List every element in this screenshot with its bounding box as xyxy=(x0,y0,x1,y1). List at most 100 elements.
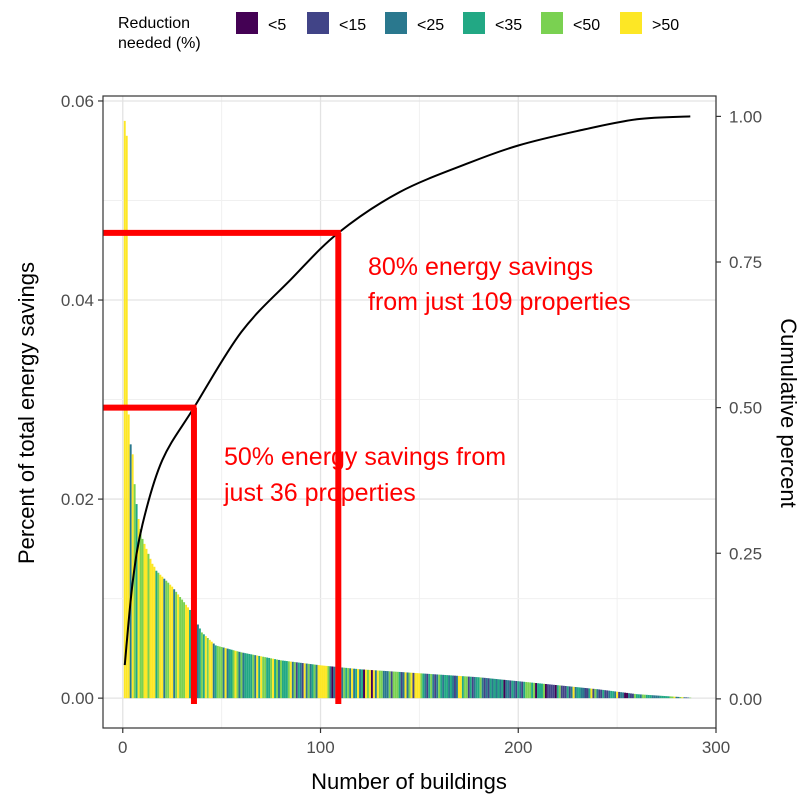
bar xyxy=(206,637,209,699)
bar xyxy=(157,572,160,699)
bar xyxy=(461,676,464,699)
annotations: 80% energy savings from just 109 propert… xyxy=(223,253,631,507)
bar xyxy=(240,652,243,699)
bar xyxy=(440,674,443,699)
bar xyxy=(426,673,429,699)
bar xyxy=(189,609,191,699)
bar xyxy=(303,663,306,699)
bar xyxy=(659,695,662,699)
bar xyxy=(663,696,666,699)
bar xyxy=(655,695,658,699)
bar xyxy=(612,691,615,699)
y-axis-title: Percent of total energy savings xyxy=(14,262,39,564)
bar xyxy=(408,672,411,699)
bar xyxy=(450,675,452,699)
bar xyxy=(254,655,257,699)
bar xyxy=(608,690,611,699)
bar xyxy=(129,444,132,699)
plot-panel xyxy=(103,96,716,728)
bar xyxy=(177,594,180,699)
bar xyxy=(687,697,690,699)
bar xyxy=(250,654,253,699)
bar xyxy=(169,584,172,699)
bar xyxy=(418,673,421,699)
bar xyxy=(424,673,427,699)
bar xyxy=(214,645,217,699)
bar xyxy=(459,676,462,699)
bar xyxy=(618,691,621,699)
bar xyxy=(248,653,251,699)
bar xyxy=(202,634,205,699)
bar xyxy=(212,643,215,699)
y-tick-label: 0.06 xyxy=(61,92,94,111)
bar xyxy=(378,670,381,699)
bar xyxy=(208,639,211,699)
bar xyxy=(137,518,140,699)
bar xyxy=(283,660,286,699)
bar xyxy=(224,648,227,699)
bar xyxy=(578,687,581,699)
bar xyxy=(631,693,634,699)
bar xyxy=(501,679,504,699)
bar xyxy=(430,674,433,699)
bar xyxy=(341,667,344,699)
bar xyxy=(566,686,569,699)
bar xyxy=(541,683,543,699)
bar xyxy=(588,688,591,699)
bar xyxy=(610,690,613,699)
bar xyxy=(331,666,334,699)
y-axis-left: 0.00 0.02 0.04 0.06 xyxy=(61,92,103,708)
bar xyxy=(572,686,575,699)
bar xyxy=(139,528,142,699)
bar xyxy=(388,671,391,699)
bar xyxy=(452,675,454,699)
bar xyxy=(454,675,456,699)
bar xyxy=(299,662,302,699)
bar xyxy=(183,602,186,699)
bar xyxy=(463,676,466,699)
bar xyxy=(489,678,492,699)
bar xyxy=(147,553,150,699)
bar xyxy=(562,685,565,699)
bar xyxy=(614,691,617,699)
y-axis-right: 0.00 0.25 0.50 0.75 1.00 xyxy=(716,107,762,709)
bar xyxy=(349,668,352,699)
bar xyxy=(647,694,650,699)
bar xyxy=(301,663,304,699)
bar xyxy=(596,689,599,699)
bar xyxy=(262,656,265,699)
bar xyxy=(677,696,680,699)
x-tick-label: 200 xyxy=(504,738,532,757)
bar xyxy=(234,650,237,699)
bar xyxy=(412,672,415,699)
bar xyxy=(345,667,348,699)
bar xyxy=(622,692,625,699)
bar xyxy=(416,673,419,699)
bar xyxy=(444,674,447,699)
bar xyxy=(537,683,540,699)
legend-label: <5 xyxy=(268,17,286,34)
bar xyxy=(594,688,597,699)
bar xyxy=(475,677,478,699)
bar xyxy=(556,685,559,699)
bar xyxy=(626,692,628,699)
bar xyxy=(145,548,148,699)
bar xyxy=(685,697,688,699)
y2-axis-title: Cumulative percent xyxy=(776,318,801,508)
bar xyxy=(592,688,595,699)
bar xyxy=(196,624,199,699)
bar xyxy=(519,681,522,699)
bar xyxy=(327,666,330,699)
legend-swatch xyxy=(541,12,563,34)
bar xyxy=(683,697,686,699)
bar xyxy=(667,696,670,699)
bar xyxy=(493,678,496,699)
legend-title-line-2: needed (%) xyxy=(118,35,201,52)
bar xyxy=(256,655,259,699)
bar xyxy=(598,689,601,699)
bar xyxy=(258,655,261,699)
bar xyxy=(428,673,431,699)
bar xyxy=(653,695,656,699)
bar xyxy=(414,672,417,699)
bar xyxy=(436,674,439,699)
